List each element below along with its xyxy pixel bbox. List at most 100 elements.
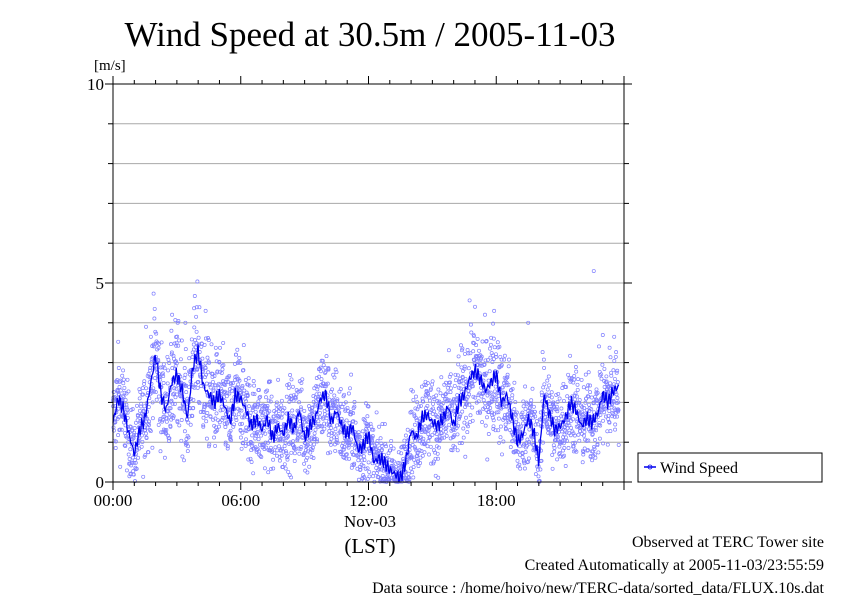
raw-sample-point [500, 452, 504, 457]
x-tick-label: 06:00 [221, 491, 260, 510]
raw-sample-point [215, 369, 220, 374]
raw-sample-point [282, 406, 287, 411]
raw-sample-point [501, 439, 506, 444]
raw-sample-point [488, 346, 492, 351]
raw-sample-point [448, 436, 453, 441]
raw-sample-point [436, 445, 441, 450]
raw-sample-point [455, 373, 460, 378]
raw-sample-point [456, 354, 461, 359]
raw-sample-point [304, 419, 309, 424]
raw-sample-point [213, 416, 218, 421]
raw-sample-point [546, 374, 551, 379]
raw-sample-point [156, 358, 161, 362]
raw-sample-point [158, 365, 163, 370]
raw-sample-point [317, 374, 322, 379]
raw-sample-point [369, 427, 374, 432]
outlier-point [492, 308, 497, 313]
raw-sample-point [613, 354, 618, 359]
raw-sample-point [191, 397, 196, 402]
raw-sample-point [604, 414, 608, 419]
raw-sample-point [118, 388, 123, 393]
raw-sample-point [539, 390, 544, 395]
raw-sample-point [468, 413, 473, 418]
raw-sample-point [421, 441, 426, 446]
raw-sample-point [606, 384, 611, 389]
raw-sample-point [423, 441, 428, 446]
raw-sample-point [113, 439, 118, 444]
raw-sample-point [533, 414, 538, 419]
raw-sample-point [210, 406, 215, 411]
raw-sample-point [460, 346, 465, 351]
raw-sample-point [410, 389, 415, 394]
raw-sample-point [585, 386, 590, 391]
raw-sample-point [492, 345, 497, 350]
raw-sample-point [564, 385, 569, 389]
raw-sample-point [177, 423, 182, 428]
raw-sample-point [582, 426, 587, 431]
raw-sample-point [124, 405, 129, 410]
raw-sample-point [203, 361, 208, 366]
x-tick-labels: 00:00 06:00 12:00 18:00 [94, 491, 516, 510]
raw-sample-point [264, 395, 268, 400]
raw-sample-point [210, 379, 215, 384]
raw-sample-point [366, 404, 371, 409]
raw-sample-point [410, 455, 414, 460]
raw-sample-point [213, 345, 218, 350]
raw-sample-point [123, 398, 128, 402]
raw-sample-point [197, 305, 202, 310]
raw-sample-point [541, 357, 546, 362]
raw-sample-point [423, 430, 427, 434]
raw-sample-point [150, 416, 155, 421]
raw-sample-point [151, 342, 156, 347]
raw-sample-point [413, 460, 418, 465]
raw-sample-point [319, 430, 324, 435]
raw-sample-point [257, 417, 262, 422]
raw-sample-point [178, 357, 183, 362]
raw-sample-point [584, 438, 589, 443]
raw-sample-point [449, 386, 453, 391]
raw-sample-point [459, 348, 464, 353]
raw-sample-point [147, 428, 152, 432]
raw-sample-point [411, 465, 416, 470]
raw-sample-point [565, 426, 570, 431]
raw-sample-point [439, 431, 444, 436]
raw-sample-point [377, 467, 382, 472]
raw-sample-point [435, 451, 440, 456]
raw-sample-point [194, 314, 199, 319]
raw-sample-point [356, 477, 361, 482]
raw-sample-point [486, 405, 491, 410]
raw-sample-point [286, 469, 291, 474]
raw-sample-point [251, 379, 256, 383]
raw-sample-point [159, 340, 164, 345]
raw-sample-point [470, 384, 475, 389]
raw-sample-point [409, 409, 414, 414]
raw-sample-point [218, 408, 223, 413]
footer-created-time: Created Automatically at 2005-11-03/23:5… [524, 557, 824, 574]
raw-sample-point [162, 366, 167, 371]
raw-sample-point [580, 405, 585, 410]
raw-sample-point [142, 379, 147, 384]
raw-sample-point [612, 358, 617, 363]
raw-sample-point [574, 369, 579, 374]
raw-sample-point [254, 431, 259, 436]
raw-sample-point [141, 392, 145, 397]
raw-sample-point [318, 410, 322, 415]
raw-sample-point [361, 454, 366, 459]
raw-sample-point [182, 366, 187, 371]
raw-sample-point [320, 429, 325, 434]
raw-sample-point [352, 461, 357, 466]
raw-sample-point [134, 466, 139, 471]
raw-sample-point [456, 362, 461, 367]
raw-sample-point [135, 403, 139, 408]
raw-sample-point [228, 437, 233, 441]
raw-sample-point [281, 449, 286, 454]
raw-sample-point [194, 329, 199, 334]
raw-sample-point [412, 457, 416, 462]
raw-sample-point [121, 394, 126, 399]
raw-sample-point [311, 399, 316, 404]
raw-sample-point [128, 424, 133, 429]
raw-sample-point [519, 412, 524, 417]
raw-sample-point [230, 385, 235, 390]
raw-sample-point [506, 420, 511, 425]
raw-sample-point [530, 386, 535, 391]
